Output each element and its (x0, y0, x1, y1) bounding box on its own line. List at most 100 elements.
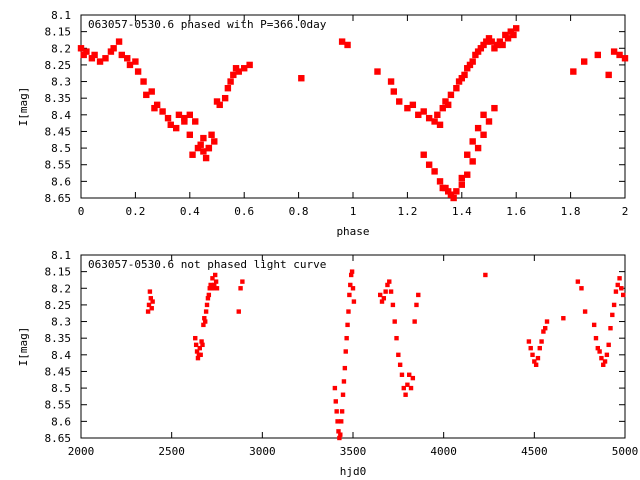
data-point (146, 302, 152, 308)
data-point (608, 326, 613, 331)
data-point (197, 345, 202, 351)
data-point (374, 68, 381, 75)
y-tick-label: 8.6 (51, 175, 71, 188)
data-point (194, 144, 202, 152)
data-point (235, 68, 242, 75)
y-axis-label: I[mag] (17, 327, 30, 367)
data-point (464, 151, 471, 158)
data-point (453, 188, 460, 195)
data-point (615, 282, 620, 288)
data-point (210, 276, 215, 281)
data-point (110, 45, 117, 52)
data-point (543, 326, 548, 331)
data-point (620, 292, 626, 298)
data-point (469, 158, 476, 165)
plot-frame (80, 254, 626, 439)
data-point (469, 138, 476, 145)
y-tick-label: 8.35 (45, 92, 72, 105)
data-point (606, 342, 611, 348)
plot-frame (80, 14, 626, 199)
data-point (392, 319, 397, 324)
data-point (593, 335, 599, 341)
data-point (436, 178, 444, 185)
y-tick-label: 8.1 (51, 9, 71, 22)
data-point (221, 94, 229, 102)
data-point (447, 91, 455, 99)
data-point (404, 104, 411, 112)
data-point (396, 352, 401, 358)
x-tick-label: 5000 (612, 445, 639, 458)
data-point (483, 38, 490, 45)
data-point (189, 151, 196, 158)
data-point (488, 38, 495, 45)
data-point (149, 306, 154, 311)
data-point (610, 312, 615, 318)
data-point (194, 349, 200, 354)
data-point (591, 322, 597, 328)
x-axis-label: hjd0 (340, 465, 367, 478)
data-point (91, 51, 98, 59)
data-point (532, 359, 537, 364)
data-point (455, 78, 463, 85)
data-point (425, 161, 433, 168)
x-tick-label: 4500 (521, 445, 548, 458)
data-point (396, 98, 403, 105)
data-point (579, 286, 584, 291)
data-point (192, 118, 199, 125)
y-tick-label: 8.65 (45, 192, 72, 205)
data-point (491, 104, 498, 112)
data-point (148, 296, 154, 301)
data-point (88, 55, 96, 62)
data-point (150, 299, 155, 304)
data-point (530, 352, 535, 358)
x-tick-label: 0.4 (180, 205, 200, 218)
x-tick-label: 1.4 (452, 205, 472, 218)
data-point (206, 292, 212, 298)
data-point (236, 309, 241, 314)
data-point (80, 51, 87, 59)
x-tick-label: 3500 (340, 445, 367, 458)
x-tick-label: 4000 (430, 445, 457, 458)
x-tick-label: 1.2 (397, 205, 417, 218)
x-tick-label: 2000 (68, 445, 95, 458)
data-point (582, 309, 588, 314)
data-point (173, 124, 180, 132)
data-point (211, 138, 218, 145)
data-point (205, 144, 213, 152)
data-point (334, 409, 339, 414)
data-point (333, 399, 338, 404)
x-axis-label: phase (336, 225, 369, 238)
data-point (338, 432, 343, 437)
data-point (601, 362, 606, 367)
data-point (409, 101, 417, 109)
data-point (602, 359, 608, 364)
data-point (407, 372, 412, 377)
data-point (246, 61, 253, 69)
data-point (474, 144, 482, 152)
y-tick-label: 8.15 (45, 26, 72, 39)
data-point (390, 88, 397, 95)
data-point (493, 41, 501, 49)
data-point (200, 342, 205, 348)
data-point (378, 292, 383, 298)
y-tick-label: 8.2 (51, 42, 71, 55)
plot-title: 063057-0530.6 not phased light curve (88, 258, 326, 271)
data-point (447, 191, 455, 198)
data-point (581, 58, 588, 65)
y-tick-label: 8.45 (45, 125, 72, 138)
data-point (213, 279, 219, 284)
data-point (350, 286, 356, 291)
data-point (383, 289, 388, 294)
y-tick-label: 8.4 (51, 349, 71, 362)
data-point (399, 372, 405, 377)
data-point (208, 131, 215, 138)
data-point (342, 365, 348, 371)
data-point (414, 302, 419, 308)
data-point (464, 171, 471, 178)
data-point (513, 25, 520, 32)
data-point (387, 78, 395, 85)
data-point (450, 194, 457, 202)
data-point (485, 118, 493, 125)
data-point (561, 316, 566, 321)
data-point (504, 35, 512, 42)
